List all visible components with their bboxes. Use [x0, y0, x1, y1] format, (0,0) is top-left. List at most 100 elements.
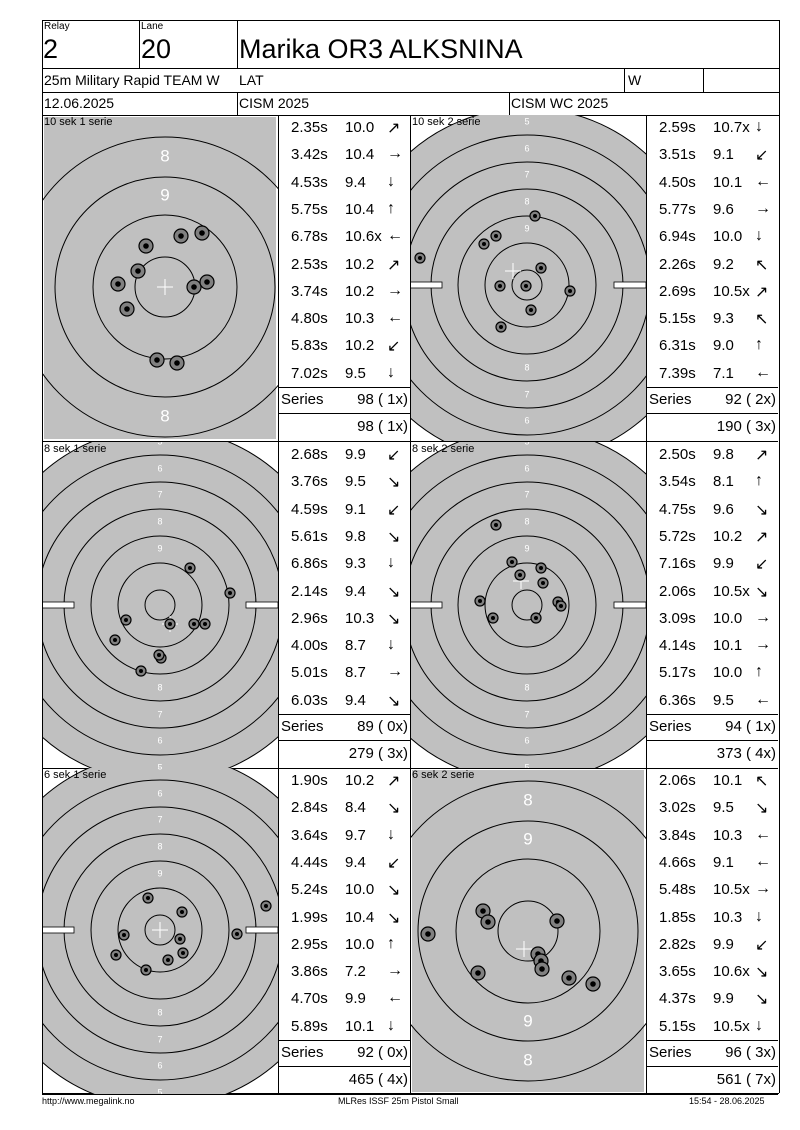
- shot-hole-centre: [568, 289, 572, 293]
- rule: [278, 413, 410, 414]
- shot-time: 2.06s: [659, 582, 696, 600]
- footer-center: MLRes ISSF 25m Pistol Small: [338, 1096, 459, 1106]
- group-centre: [157, 279, 173, 295]
- shot-score: 9.8: [713, 446, 734, 463]
- series-score: 96 ( 3x): [725, 1044, 776, 1061]
- shot-direction: ↑: [387, 199, 395, 217]
- shot-time: 2.68s: [291, 446, 328, 463]
- shot-hole-centre: [529, 308, 533, 312]
- shot-time: 6.78s: [291, 228, 328, 246]
- rule: [42, 768, 43, 1094]
- shot-time: 2.50s: [659, 446, 696, 463]
- shot-direction: ↖: [755, 773, 769, 790]
- shot-direction: ↗: [387, 120, 401, 137]
- shot-score: 10.5x: [713, 1017, 750, 1035]
- shot-score: 9.1: [713, 146, 734, 164]
- ring: [42, 806, 278, 1054]
- shot-time: 2.84s: [291, 799, 328, 817]
- shot-score: 10.1: [345, 1017, 375, 1035]
- side-marker: [613, 601, 646, 609]
- running-total: 279 ( 3x): [348, 745, 408, 762]
- ring: [410, 780, 646, 1082]
- ring-label: 8: [157, 841, 162, 851]
- series-label: Series: [281, 718, 324, 735]
- target: 5 6 7 8 9 8 7 6 5 6 sek 1 serie: [42, 768, 278, 1094]
- shot-time: 5.89s: [291, 1017, 328, 1035]
- shot-score: 9.9: [345, 446, 366, 463]
- ring-label: 9: [157, 543, 162, 553]
- shot-time: 3.42s: [291, 146, 328, 164]
- ring-label: 6: [524, 415, 529, 425]
- shot-time: 6.86s: [291, 555, 328, 573]
- shot-direction: ↙: [387, 447, 401, 464]
- series-score: 92 ( 2x): [725, 391, 776, 408]
- shot-hole-centre: [191, 284, 197, 290]
- rule: [42, 1094, 410, 1095]
- shot-direction: ↓: [755, 907, 763, 925]
- rule: [139, 20, 140, 68]
- ring-label: 8: [524, 682, 529, 692]
- shot-hole-centre: [122, 933, 126, 937]
- shot-time: 7.02s: [291, 364, 328, 382]
- shot-time: 3.65s: [659, 963, 696, 981]
- shot-score: 10.3: [713, 908, 743, 926]
- rule: [42, 92, 779, 93]
- side-marker: [42, 601, 75, 609]
- shot-direction: ←: [755, 825, 771, 843]
- relay-label: Relay: [44, 21, 70, 32]
- shot-direction: ↖: [755, 311, 769, 329]
- shot-score: 7.1: [713, 364, 734, 382]
- shot-hole-centre: [135, 268, 141, 274]
- shot-time: 4.50s: [659, 173, 696, 191]
- side-marker: [410, 281, 443, 289]
- shot-direction: ↓: [387, 363, 395, 381]
- shot-direction: ↙: [755, 147, 769, 165]
- series-label: Series: [649, 1044, 692, 1061]
- shot-hole-centre: [199, 230, 205, 236]
- shot-score: 10.5x: [713, 282, 750, 300]
- shot-hole-centre: [204, 279, 210, 285]
- rule: [237, 20, 238, 68]
- shot-direction: ↗: [755, 447, 769, 464]
- shot-score: 9.9: [713, 555, 734, 573]
- ring: [410, 161, 646, 409]
- shot-direction: ↘: [387, 474, 401, 492]
- shot-score: 10.7x: [713, 119, 750, 136]
- shot-direction: ↘: [755, 964, 769, 982]
- shot-time: 5.83s: [291, 337, 328, 355]
- ring: [117, 887, 203, 973]
- shot-hole-centre: [264, 904, 268, 908]
- shot-time: 4.59s: [291, 500, 328, 518]
- rule: [410, 115, 411, 441]
- ring: [484, 562, 570, 648]
- series-label: Series: [281, 1044, 324, 1061]
- shot-hole-centre: [485, 919, 491, 925]
- ring: [90, 535, 230, 675]
- rule: [278, 768, 279, 1094]
- shot-hole-centre: [494, 523, 498, 527]
- shot-hole-centre: [499, 325, 503, 329]
- shot-direction: ↙: [387, 501, 401, 519]
- shot-score: 9.9: [713, 935, 734, 953]
- shot-score: 10.4: [345, 908, 375, 926]
- shot-direction: ↗: [755, 283, 769, 301]
- shot-time: 4.00s: [291, 637, 328, 655]
- ring-label: 9: [524, 543, 529, 553]
- shot-hole-centre: [518, 573, 522, 577]
- shot-time: 2.53s: [291, 255, 328, 273]
- shot-hole-centre: [115, 281, 121, 287]
- gender: W: [628, 72, 642, 88]
- shot-time: 1.85s: [659, 908, 696, 926]
- ring-label: 8: [523, 790, 532, 809]
- shot-time: 3.54s: [659, 473, 696, 491]
- rule: [646, 740, 778, 741]
- shot-direction: ↘: [387, 800, 401, 818]
- panel-title: 10 sek 2 serie: [412, 116, 480, 128]
- rule: [646, 387, 778, 388]
- ring: [42, 454, 278, 756]
- rule: [646, 714, 778, 715]
- shot-score: 9.5: [713, 799, 734, 817]
- shot-score: 9.5: [345, 364, 366, 382]
- shot-direction: ↙: [755, 556, 769, 574]
- rule: [646, 1040, 778, 1041]
